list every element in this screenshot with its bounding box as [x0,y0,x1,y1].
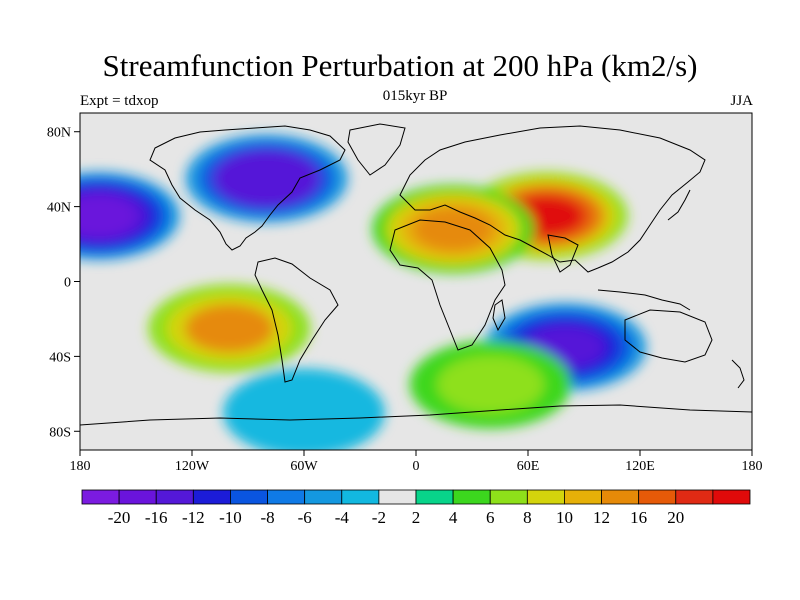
season-label: JJA [730,93,753,109]
y-tick-label-3: 40S [49,350,71,365]
colorbar-box-9 [415,489,454,505]
colorbar-box-4 [230,489,268,505]
x-tick-label-4: 60E [517,459,540,474]
colorbar-box-7 [341,489,380,505]
coast-eurasia [399,125,706,273]
coast-madagascar [492,299,506,332]
colorbar-label-4: -8 [260,508,274,527]
colorbar-label-14: 16 [630,508,647,527]
colorbar-label-8: 2 [412,508,421,527]
colorbar-label-0: -20 [108,508,131,527]
x-tick-label-1: 120W [175,459,210,474]
anomaly-1-level-3 [226,157,307,201]
colorbar-label-11: 8 [523,508,532,527]
coastlines [80,123,752,426]
colorbar-box-6 [304,489,343,505]
colorbar-box-0 [81,489,120,505]
colorbar-box-1 [118,489,157,505]
coast-india [547,234,579,273]
colorbar-label-13: 12 [593,508,610,527]
anomaly-layer [80,134,647,450]
colorbar-label-12: 10 [556,508,573,527]
colorbar-label-15: 20 [667,508,684,527]
coast-australia [624,309,713,363]
colorbar-label-1: -16 [145,508,168,527]
x-tick-label-5: 120E [625,459,655,474]
coast-indonesia [597,289,691,311]
experiment-label: Expt = tdxop [80,93,159,109]
colorbar: -20 -16 -12 -10 -8 -6 -4 -2 2 4 6 8 10 12 16 20 [81,489,751,527]
anomaly-0-level-4 [80,195,136,236]
colorbar-label-3: -10 [219,508,242,527]
x-tick-label-6: 180 [742,459,763,474]
colorbar-label-6: -4 [335,508,350,527]
anomaly-blobs [80,134,647,450]
anomaly-3-level-3 [413,207,494,251]
coast-new-zealand [731,359,745,389]
y-tick-label-4: 80S [49,425,71,440]
colorbar-label-5: -6 [298,508,312,527]
coast-antarctica [80,404,752,426]
chart-title: Streamfunction Perturbation at 200 hPa (… [102,48,698,83]
coast-africa [389,219,506,351]
colorbar-box-5 [267,489,306,505]
colorbar-box-13 [564,489,602,505]
colorbar-box-10 [452,489,491,505]
colorbar-box-8 [378,489,417,505]
colorbar-box-17 [712,489,751,505]
map-plot-area [79,112,753,451]
axis-ticks: 80N 40N 0 40S 80S 180 120W 60W 0 60E 120E 180 [47,126,763,474]
colorbar-label-10: 6 [486,508,495,527]
x-tick-label-2: 60W [290,459,318,474]
colorbar-label-7: -2 [372,508,386,527]
period-label: 015kyr BP [382,88,448,104]
anomaly-7-level-1 [250,383,358,442]
colorbar-box-2 [155,489,194,505]
x-tick-label-3: 0 [413,459,420,474]
colorbar-box-12 [526,489,565,505]
coast-japan [667,189,691,221]
colorbar-box-14 [601,489,640,505]
colorbar-box-3 [192,489,231,505]
y-tick-label-1: 40N [47,201,71,216]
x-tick-label-0: 180 [70,459,91,474]
anomaly-6-level-1 [437,355,545,414]
coast-south-america [254,257,339,383]
coast-north-america [149,125,346,251]
colorbar-label-2: -12 [182,508,205,527]
y-tick-label-0: 80N [47,126,71,141]
colorbar-box-11 [489,489,528,505]
anomaly-5-level-2 [185,304,274,353]
colorbar-box-16 [675,489,714,505]
coast-greenland [347,123,406,176]
colorbar-box-15 [638,489,677,505]
y-tick-label-2: 0 [64,276,71,291]
colorbar-label-9: 4 [449,508,458,527]
